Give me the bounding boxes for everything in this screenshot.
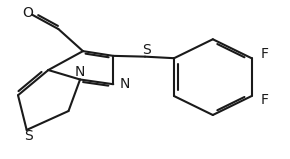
Text: N: N (119, 77, 130, 91)
Text: S: S (24, 129, 32, 143)
Text: F: F (260, 93, 269, 107)
Text: S: S (142, 43, 151, 57)
Text: N: N (75, 65, 85, 79)
Text: F: F (260, 47, 269, 61)
Text: O: O (23, 6, 34, 20)
